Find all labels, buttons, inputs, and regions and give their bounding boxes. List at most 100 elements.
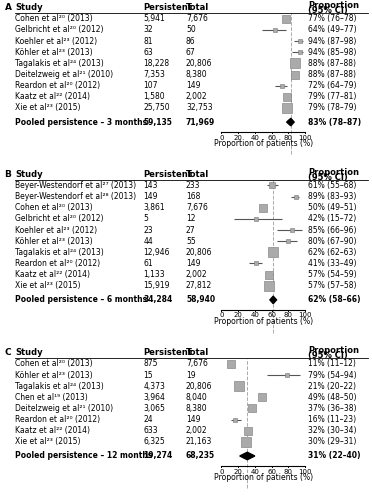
Text: 86: 86 — [186, 36, 196, 46]
Text: 80: 80 — [284, 134, 293, 140]
Text: Total: Total — [186, 348, 209, 357]
Text: 40: 40 — [250, 468, 259, 474]
Text: Kaatz et al²² (2014): Kaatz et al²² (2014) — [15, 426, 90, 436]
Text: 143: 143 — [143, 181, 158, 190]
Text: 85% (66–96): 85% (66–96) — [308, 226, 356, 234]
Text: 149: 149 — [186, 259, 201, 268]
Text: Deitelzweig et al²¹ (2010): Deitelzweig et al²¹ (2010) — [15, 70, 113, 79]
Text: Study: Study — [15, 348, 42, 357]
Text: Kaatz et al²² (2014): Kaatz et al²² (2014) — [15, 92, 90, 102]
Text: (95% CI): (95% CI) — [308, 352, 348, 360]
Text: 20: 20 — [234, 468, 243, 474]
Text: Pooled persistence – 12 months: Pooled persistence – 12 months — [15, 452, 152, 460]
Text: 79% (54–94): 79% (54–94) — [308, 370, 357, 380]
Text: Persistent: Persistent — [143, 3, 192, 12]
Text: 30% (29–31): 30% (29–31) — [308, 438, 356, 446]
Text: 50: 50 — [186, 26, 196, 35]
Text: 12,946: 12,946 — [143, 248, 170, 257]
Text: 100: 100 — [298, 312, 312, 318]
Text: 633: 633 — [143, 426, 158, 436]
Text: Gelbricht et al²⁰ (2012): Gelbricht et al²⁰ (2012) — [15, 26, 103, 35]
Text: Beyer-Westendorf et al²⁷ (2013): Beyer-Westendorf et al²⁷ (2013) — [15, 181, 136, 190]
Text: 89% (83–93): 89% (83–93) — [308, 192, 356, 201]
Text: 81: 81 — [143, 36, 153, 46]
Text: 44: 44 — [143, 236, 153, 246]
Text: 40: 40 — [250, 134, 259, 140]
Text: 57% (57–58): 57% (57–58) — [308, 282, 356, 290]
Text: 20,806: 20,806 — [186, 382, 212, 390]
Text: 18,228: 18,228 — [143, 59, 169, 68]
Text: Chen et al¹⁹ (2013): Chen et al¹⁹ (2013) — [15, 393, 88, 402]
Text: Total: Total — [186, 170, 209, 179]
Text: 64% (49–77): 64% (49–77) — [308, 26, 357, 35]
Text: A: A — [4, 3, 12, 12]
Text: 15: 15 — [143, 370, 153, 380]
Text: 67: 67 — [186, 48, 196, 56]
Text: 94% (87–98): 94% (87–98) — [308, 36, 356, 46]
Text: 32% (30–34): 32% (30–34) — [308, 426, 356, 436]
Text: 34,284: 34,284 — [143, 296, 173, 304]
Text: 23: 23 — [143, 226, 153, 234]
Text: 0: 0 — [219, 468, 224, 474]
Text: Tagalakis et al²⁴ (2013): Tagalakis et al²⁴ (2013) — [15, 382, 104, 390]
Text: 20,806: 20,806 — [186, 248, 212, 257]
Text: 3,861: 3,861 — [143, 203, 165, 212]
Text: Study: Study — [15, 170, 42, 179]
Polygon shape — [286, 118, 294, 126]
Text: 149: 149 — [143, 192, 158, 201]
Text: Study: Study — [15, 3, 42, 12]
Text: C: C — [4, 348, 11, 357]
Text: 50% (49–51): 50% (49–51) — [308, 203, 356, 212]
Text: 94% (85–98): 94% (85–98) — [308, 48, 356, 56]
Text: 32,753: 32,753 — [186, 104, 213, 112]
Text: 80: 80 — [284, 312, 293, 318]
Text: Köhler et al²³ (2013): Köhler et al²³ (2013) — [15, 48, 93, 56]
Text: 61% (55–68): 61% (55–68) — [308, 181, 356, 190]
Text: Köhler et al²³ (2013): Köhler et al²³ (2013) — [15, 236, 93, 246]
Text: Total: Total — [186, 3, 209, 12]
Text: Cohen et al²⁰ (2013): Cohen et al²⁰ (2013) — [15, 203, 93, 212]
Text: Gelbricht et al²⁰ (2012): Gelbricht et al²⁰ (2012) — [15, 214, 103, 224]
Text: Tagalakis et al²⁴ (2013): Tagalakis et al²⁴ (2013) — [15, 248, 104, 257]
Text: Cohen et al²⁰ (2013): Cohen et al²⁰ (2013) — [15, 14, 93, 24]
Polygon shape — [240, 452, 255, 460]
Text: 88% (87–88): 88% (87–88) — [308, 70, 356, 79]
Text: 11% (11–12): 11% (11–12) — [308, 360, 356, 368]
Text: 2,002: 2,002 — [186, 270, 208, 279]
Text: 63: 63 — [143, 48, 153, 56]
Text: 42% (15–72): 42% (15–72) — [308, 214, 356, 224]
Text: Reardon et al²⁰ (2012): Reardon et al²⁰ (2012) — [15, 259, 100, 268]
Text: 20: 20 — [234, 134, 243, 140]
Text: 7,676: 7,676 — [186, 14, 208, 24]
Text: Proportion: Proportion — [308, 346, 359, 355]
Text: Deitelzweig et al²¹ (2010): Deitelzweig et al²¹ (2010) — [15, 404, 113, 413]
Polygon shape — [270, 296, 277, 304]
Text: 12: 12 — [186, 214, 196, 224]
Text: 31% (22–40): 31% (22–40) — [308, 452, 360, 460]
Text: 58,940: 58,940 — [186, 296, 215, 304]
Text: 61: 61 — [143, 259, 153, 268]
Text: (95% CI): (95% CI) — [308, 6, 348, 16]
Text: 80% (67–90): 80% (67–90) — [308, 236, 356, 246]
Text: 1,133: 1,133 — [143, 270, 165, 279]
Text: 0: 0 — [219, 312, 224, 318]
Text: 20,806: 20,806 — [186, 59, 212, 68]
Text: Persistent: Persistent — [143, 170, 192, 179]
Text: 5: 5 — [143, 214, 148, 224]
Text: 6,325: 6,325 — [143, 438, 165, 446]
Text: Xie et al²³ (2015): Xie et al²³ (2015) — [15, 438, 80, 446]
Text: 37% (36–38): 37% (36–38) — [308, 404, 356, 413]
Text: 49% (48–50): 49% (48–50) — [308, 393, 356, 402]
Text: 27,812: 27,812 — [186, 282, 212, 290]
Text: 32: 32 — [143, 26, 153, 35]
Text: 57% (54–59): 57% (54–59) — [308, 270, 357, 279]
Text: 8,380: 8,380 — [186, 70, 208, 79]
Text: 77% (76–78): 77% (76–78) — [308, 14, 356, 24]
Text: 7,353: 7,353 — [143, 70, 165, 79]
Text: 7,676: 7,676 — [186, 360, 208, 368]
Text: 62% (62–63): 62% (62–63) — [308, 248, 356, 257]
Text: 1,580: 1,580 — [143, 92, 165, 102]
Text: Köhler et al²³ (2013): Köhler et al²³ (2013) — [15, 370, 93, 380]
Text: 60: 60 — [267, 134, 276, 140]
Text: Koehler et al²³ (2012): Koehler et al²³ (2012) — [15, 226, 97, 234]
